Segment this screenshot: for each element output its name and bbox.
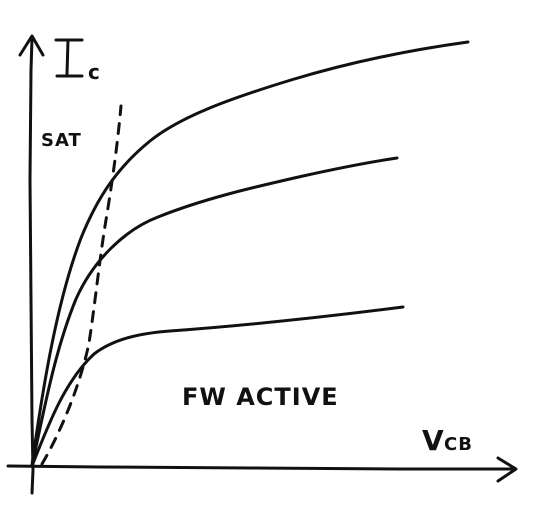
saturation-boundary-line: [40, 104, 123, 466]
y-axis-label: I c: [54, 38, 101, 84]
forward-active-region-label: FW ACTIVE: [182, 383, 339, 411]
saturation-label: SAT: [41, 130, 82, 151]
x-axis-label: V CB: [422, 424, 473, 457]
y-axis-arrowhead: [18, 34, 45, 57]
collector-current-curve-mid: [30, 156, 399, 468]
collector-current-curve-high: [30, 40, 470, 467]
x-axis-label-subscript: CB: [444, 434, 473, 455]
y-axis-label-subscript: c: [88, 60, 101, 84]
y-axis: [28, 36, 35, 495]
y-axis-label-letter-i: [54, 38, 84, 78]
x-axis: [6, 464, 517, 471]
x-axis-label-main: V: [422, 424, 445, 457]
collector-current-curve-low: [30, 305, 405, 468]
x-axis-arrowhead: [496, 456, 518, 483]
